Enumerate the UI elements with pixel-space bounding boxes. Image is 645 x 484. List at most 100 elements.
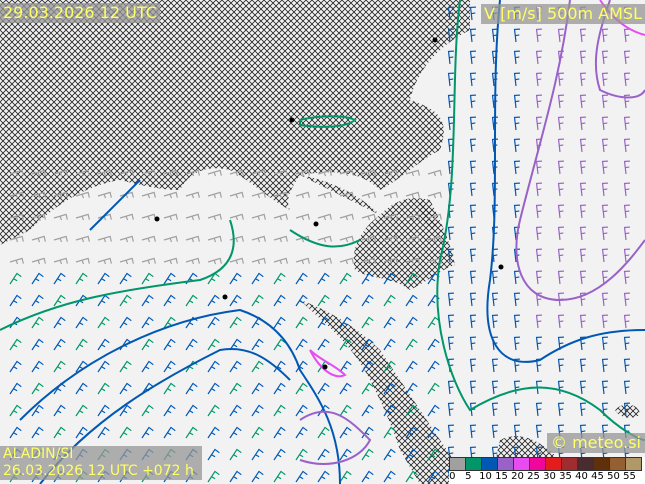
wind-barb <box>339 316 352 329</box>
wind-barb <box>9 382 22 395</box>
model-run: 26.03.2026 12 UTC +072 h <box>3 463 194 479</box>
wind-barb <box>557 116 564 131</box>
wind-barb <box>535 226 542 241</box>
wind-barb <box>447 248 454 263</box>
wind-barb <box>75 169 90 177</box>
wind-barb <box>251 169 266 177</box>
wind-barb <box>469 28 476 43</box>
legend-swatch <box>482 458 498 470</box>
wind-barb <box>469 6 476 21</box>
wind-barb <box>469 94 476 109</box>
wind-barb <box>447 138 454 153</box>
wind-barb <box>31 294 44 307</box>
wind-barb <box>491 424 498 439</box>
wind-barb <box>469 424 476 439</box>
wind-barb <box>447 402 454 417</box>
wind-barb <box>295 272 308 285</box>
wind-barb <box>295 404 308 417</box>
wind-barb <box>31 316 44 329</box>
wind-barb <box>119 294 132 307</box>
wind-barb <box>229 470 242 483</box>
wind-barb <box>623 160 630 175</box>
wind-barb <box>295 257 310 265</box>
wind-barb <box>601 270 608 285</box>
wind-barb <box>229 338 242 351</box>
wind-barb <box>447 94 454 109</box>
wind-barb <box>295 426 308 439</box>
wind-barb <box>405 470 418 483</box>
wind-barb <box>75 382 88 395</box>
wind-barb <box>9 426 22 439</box>
wind-barb <box>97 426 110 439</box>
wind-barb <box>447 6 454 21</box>
wind-barb <box>557 160 564 175</box>
wind-barb <box>405 235 420 243</box>
wind-barb <box>579 182 586 197</box>
wind-barb <box>119 382 132 395</box>
wind-barb <box>579 292 586 307</box>
wind-barb <box>383 448 396 461</box>
legend-tick: 20 <box>511 471 524 482</box>
wind-barb <box>75 338 88 351</box>
wind-barb <box>31 213 46 221</box>
wind-barb <box>491 226 498 241</box>
wind-barb <box>557 94 564 109</box>
wind-barb <box>405 448 418 461</box>
wind-barb <box>557 28 564 43</box>
wind-barb <box>535 50 542 65</box>
wind-barb <box>469 446 476 461</box>
wind-barb <box>97 382 110 395</box>
wind-barb <box>251 191 266 199</box>
wind-barb <box>251 382 264 395</box>
wind-barb <box>185 316 198 329</box>
wind-barb <box>163 213 178 221</box>
wind-barb <box>53 404 66 417</box>
wind-barb <box>141 426 154 439</box>
wind-barb <box>339 470 352 483</box>
wind-barb <box>97 169 112 177</box>
wind-barb <box>53 272 66 285</box>
legend-swatch <box>594 458 610 470</box>
wind-barb <box>295 316 308 329</box>
wind-barb <box>119 404 132 417</box>
wind-barb <box>601 204 608 219</box>
wind-barb <box>535 314 542 329</box>
wind-barb <box>469 72 476 87</box>
wind-barb <box>207 382 220 395</box>
wind-barb <box>361 191 376 199</box>
wind-barb <box>141 169 156 177</box>
wind-barb <box>9 294 22 307</box>
wind-barb <box>31 404 44 417</box>
wind-barb <box>339 191 354 199</box>
wind-barb <box>601 380 608 395</box>
wind-barb <box>273 272 286 285</box>
wind-barb <box>317 191 332 199</box>
wind-barb <box>513 72 520 87</box>
wind-barb <box>317 169 332 177</box>
wind-barb <box>383 316 396 329</box>
wind-barb <box>141 257 156 265</box>
wind-barb <box>579 50 586 65</box>
wind-barb <box>469 204 476 219</box>
wind-barb <box>601 226 608 241</box>
wind-barb <box>623 248 630 263</box>
legend-swatch <box>514 458 530 470</box>
wind-barb <box>557 204 564 219</box>
wind-barb <box>513 50 520 65</box>
wind-barb <box>251 235 266 243</box>
wind-barb <box>119 257 134 265</box>
wind-barb <box>427 235 442 243</box>
wind-barb <box>141 191 156 199</box>
wind-barb <box>229 191 244 199</box>
wind-barb <box>317 213 332 221</box>
wind-barb <box>601 402 608 417</box>
wind-barb <box>207 213 222 221</box>
wind-barb <box>317 272 330 285</box>
wind-barb <box>405 382 418 395</box>
wind-barb <box>469 116 476 131</box>
wind-barb <box>273 448 286 461</box>
wind-barb <box>601 50 608 65</box>
wind-barb <box>469 270 476 285</box>
